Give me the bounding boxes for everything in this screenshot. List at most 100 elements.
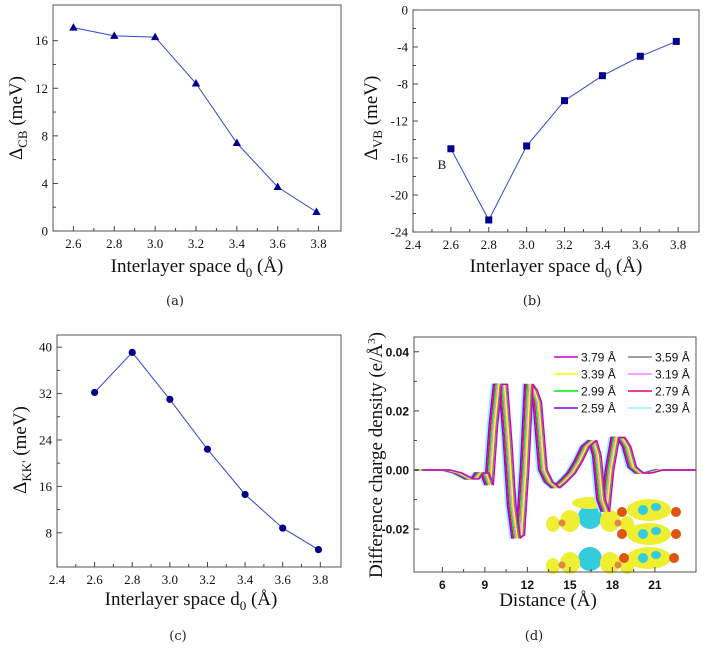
yellow-lobe — [627, 547, 671, 569]
x-tick-label: 3.4 — [229, 236, 246, 251]
x-ticks: 2.4 2.6 2.8 3.0 3.2 3.4 3.6 3.8 — [49, 562, 328, 587]
yellow-lobe — [600, 510, 620, 532]
series-line — [450, 40, 677, 222]
y-tick-label: 24 — [39, 432, 53, 447]
y-tick-label: 12 — [35, 81, 48, 96]
y-tick-label: -12 — [391, 114, 408, 129]
cyan-lobe — [638, 529, 648, 539]
x-tick-label: 2.6 — [65, 236, 82, 251]
legend-label: 3.79 Å — [581, 350, 616, 365]
caption-c: (c) — [169, 629, 186, 644]
series — [69, 23, 321, 215]
data-point — [166, 395, 174, 403]
x-tick-label: 2.8 — [106, 236, 122, 251]
legend: 3.79 Å 3.59 Å 3.39 Å 3.19 Å 2.99 Å 2.79 Å 2.59… — [554, 350, 690, 416]
x-tick-label: 3.8 — [312, 572, 328, 587]
x-axis-title: Interlayer space d0 (Å) — [105, 589, 278, 613]
atom — [558, 561, 566, 569]
legend-label: 2.39 Å — [655, 401, 690, 416]
series-line — [73, 27, 317, 213]
plot-frame — [52, 4, 342, 232]
x-tick-label: 3.4 — [237, 572, 254, 587]
series-line — [419, 383, 696, 539]
legend-label: 3.19 Å — [655, 367, 690, 382]
x-ticks: 2.4 2.6 2.8 3.0 3.2 3.4 3.6 3.8 — [405, 227, 686, 252]
data-point — [91, 388, 99, 397]
y-tick-label: 0.00 — [386, 464, 410, 478]
y-tick-label: -24 — [391, 225, 409, 240]
data-point — [241, 490, 249, 499]
caption-b: (b) — [523, 294, 541, 309]
legend-label: 3.39 Å — [581, 367, 616, 382]
cyan-lobe — [578, 505, 602, 529]
atom — [671, 507, 681, 517]
data-point — [191, 79, 201, 87]
x-tick-label: 3.0 — [519, 237, 535, 252]
y-tick-label: 0 — [42, 224, 49, 239]
series — [414, 383, 696, 540]
atom — [614, 561, 622, 569]
atom — [671, 529, 681, 539]
x-tick-label: 6 — [439, 578, 446, 592]
atom — [619, 553, 629, 563]
y-tick-label: 16 — [39, 479, 53, 494]
yellow-lobe — [546, 558, 560, 574]
panel-c: 2.4 2.6 2.8 3.0 3.2 3.4 3.6 3.8 8 16 24 32 40 Inter… — [10, 334, 342, 644]
x-tick-label: 2.8 — [481, 237, 497, 252]
legend-label: 2.79 Å — [655, 384, 690, 399]
y-tick-label: 32 — [39, 386, 52, 401]
y-tick-label: 8 — [42, 128, 49, 143]
x-tick-label: 18 — [606, 578, 620, 592]
y-tick-label: -20 — [391, 188, 408, 203]
yellow-lobe — [560, 552, 580, 574]
data-point — [128, 348, 136, 356]
annotation-b: B — [438, 157, 447, 172]
data-point — [232, 138, 242, 146]
series-line — [422, 383, 696, 539]
data-point — [561, 97, 569, 105]
data-point — [523, 142, 531, 150]
yellow-lobe — [546, 516, 560, 532]
series — [447, 37, 680, 224]
yellow-lobe — [627, 523, 671, 545]
data-point — [598, 72, 606, 80]
data-point — [150, 32, 160, 41]
series-line — [414, 383, 696, 539]
panel-a: 2.6 2.8 3.0 3.2 3.4 3.6 3.8 0 4 8 12 16 Interlayer… — [6, 4, 342, 309]
x-tick-label: 3.6 — [632, 237, 649, 252]
y-ticks: -0.02 0.00 0.02 0.04 — [382, 345, 419, 537]
x-tick-label: 3.2 — [188, 236, 204, 251]
x-ticks: 6 9 12 15 18 21 — [439, 567, 662, 592]
atom — [617, 529, 627, 539]
x-tick-label: 3.0 — [162, 572, 178, 587]
data-point — [447, 145, 455, 153]
y-axis-title: Difference charge density (e/Å3) — [366, 332, 387, 578]
y-tick-label: -0.02 — [382, 523, 410, 537]
data-point — [203, 445, 212, 453]
legend-label: 2.99 Å — [581, 384, 616, 399]
x-tick-label: 3.8 — [310, 236, 326, 251]
y-tick-label: 0.04 — [386, 345, 410, 359]
series-line — [421, 383, 696, 539]
panel-d: 6 9 12 15 18 21 -0.02 0.00 0.02 0.04 3.79 Å 3.59 … — [366, 332, 697, 644]
data-point — [69, 23, 78, 31]
structure-inset — [546, 497, 681, 574]
cyan-lobe — [651, 503, 661, 511]
caption-d: (d) — [525, 629, 543, 644]
x-tick-label: 2.4 — [49, 572, 66, 587]
series — [91, 348, 323, 554]
legend-label: 2.59 Å — [581, 401, 616, 416]
cyan-lobe — [651, 551, 661, 559]
atom — [614, 519, 622, 527]
y-tick-label: 0 — [402, 3, 409, 18]
yellow-lobe — [620, 516, 634, 532]
y-tick-label: -4 — [397, 40, 408, 55]
plot-frame — [56, 334, 342, 568]
plot-frame — [412, 9, 700, 233]
data-point — [279, 524, 287, 532]
data-point — [636, 52, 644, 60]
y-tick-label: 0.02 — [386, 404, 410, 418]
x-tick-label: 21 — [648, 578, 662, 592]
x-tick-label: 3.4 — [594, 237, 611, 252]
x-tick-label: 3.2 — [556, 237, 572, 252]
